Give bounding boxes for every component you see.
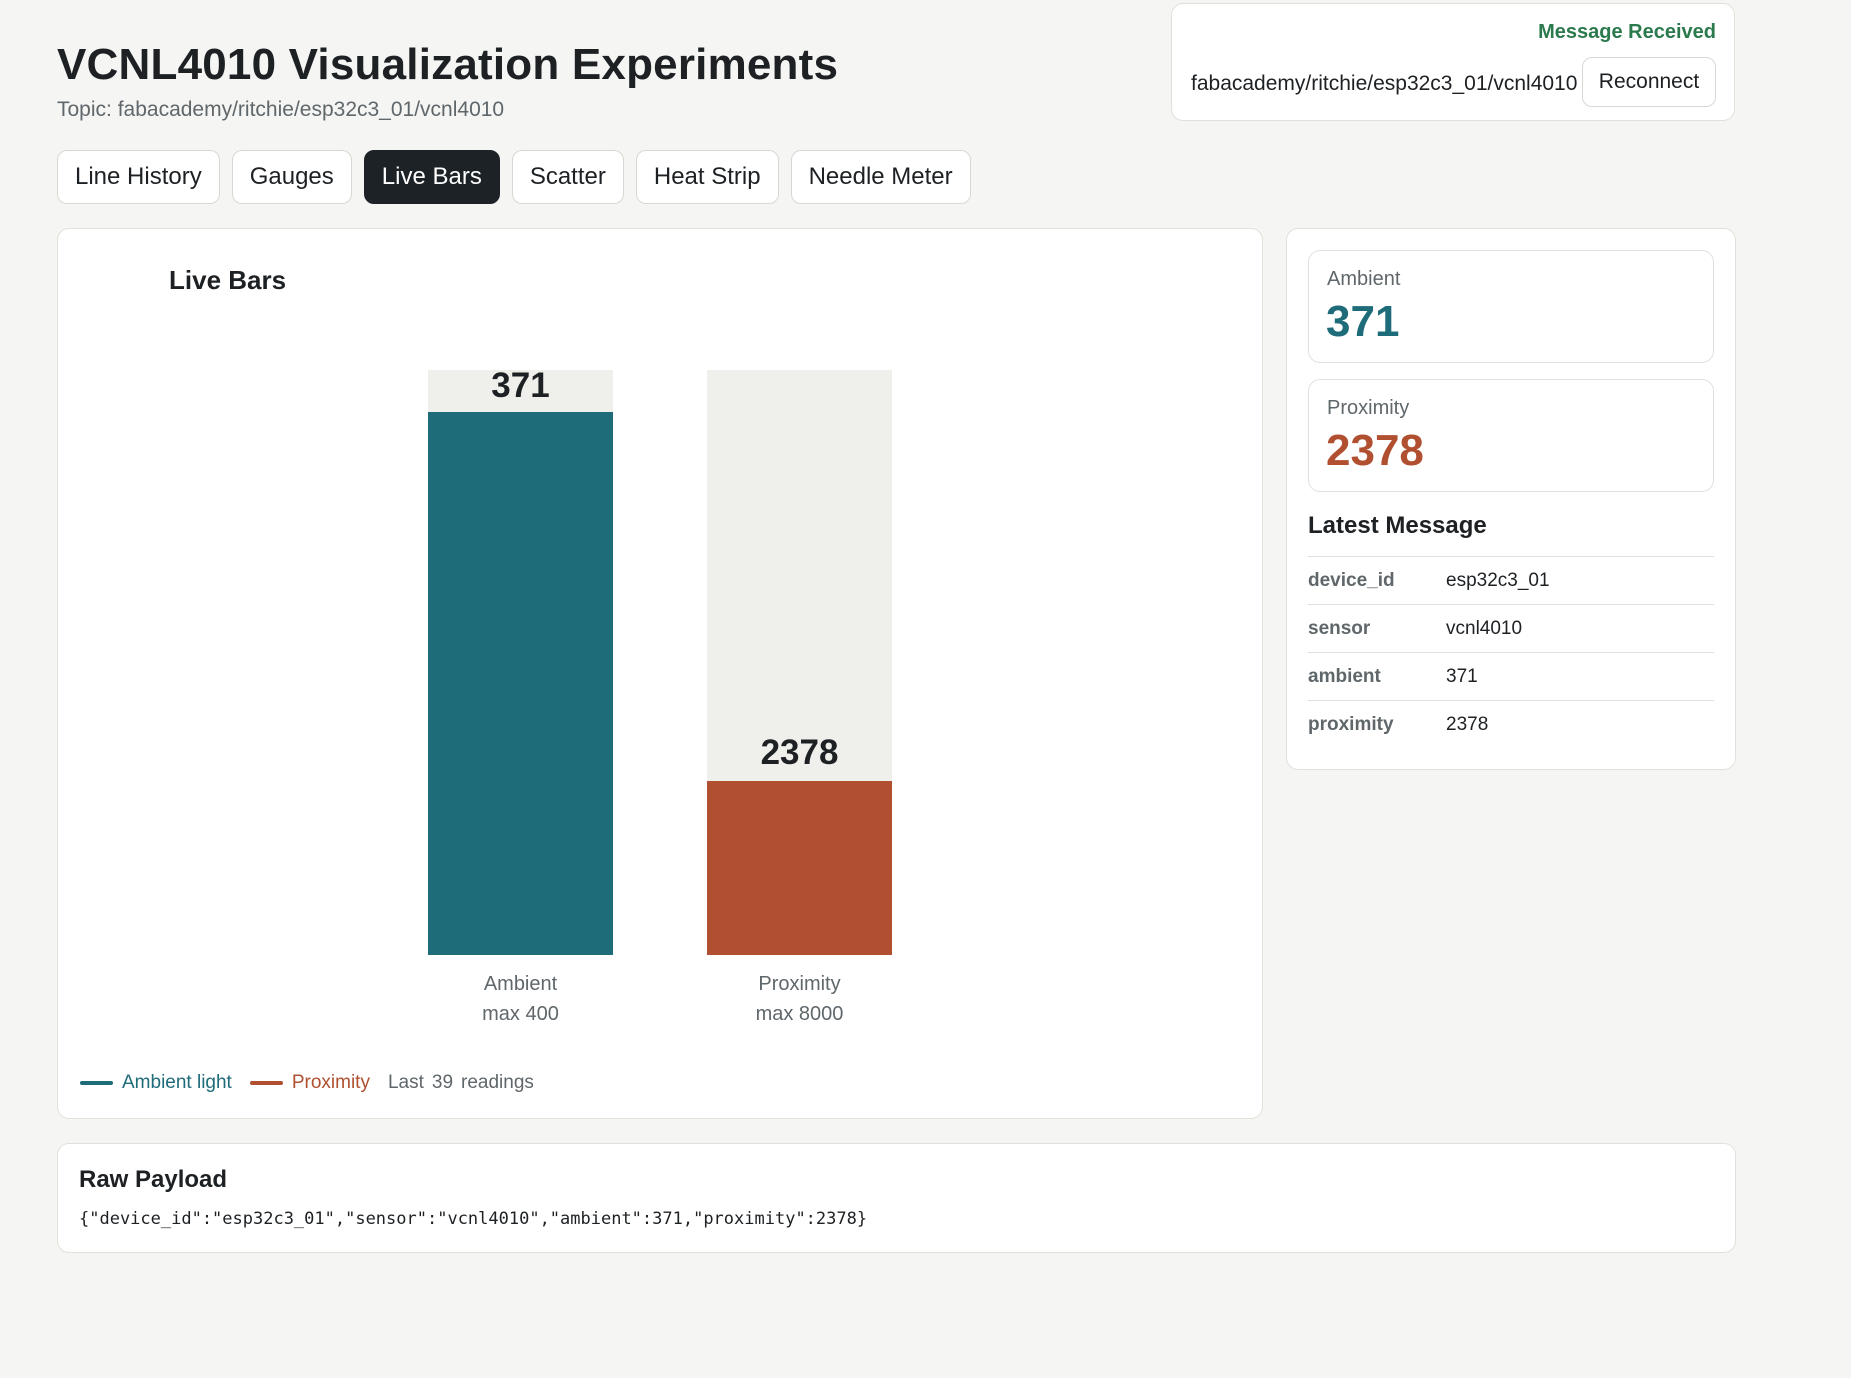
table-row: device_id esp32c3_01: [1308, 556, 1714, 604]
proximity-bar-label: Proximity max 8000: [707, 969, 892, 1029]
page-title: VCNL4010 Visualization Experiments: [57, 40, 839, 89]
row-value: 2378: [1446, 713, 1489, 735]
readings-prefix: Last: [387, 1072, 424, 1093]
chart-panel: Live Bars 371 Ambient max 400 2378 Proximity…: [57, 228, 1263, 1119]
proximity-metric-value: 2378: [1326, 426, 1424, 475]
sidebar-panel: Ambient 371 Proximity 2378 Latest Messag…: [1286, 228, 1736, 770]
table-row: proximity 2378: [1308, 700, 1714, 748]
row-value: esp32c3_01: [1446, 569, 1550, 591]
latest-message-title: Latest Message: [1308, 512, 1487, 539]
readings-count: 39: [431, 1072, 454, 1093]
row-key: proximity: [1308, 713, 1394, 735]
row-key: device_id: [1308, 569, 1395, 591]
proximity-metric-label: Proximity: [1327, 397, 1410, 419]
tab-needle-meter[interactable]: Needle Meter: [790, 150, 971, 204]
ambient-metric-card: Ambient 371: [1308, 250, 1714, 363]
ambient-legend-swatch: [80, 1081, 113, 1085]
connection-status-card: Message Received fabacademy/ritchie/esp3…: [1171, 3, 1735, 121]
raw-payload-panel: Raw Payload {"device_id":"esp32c3_01","s…: [57, 1143, 1736, 1253]
table-row: ambient 371: [1308, 652, 1714, 700]
proximity-category-label: Proximity: [758, 973, 841, 995]
ambient-max-label: max 400: [482, 1003, 559, 1025]
raw-payload-title: Raw Payload: [79, 1166, 228, 1193]
tab-live-bars[interactable]: Live Bars: [363, 150, 500, 204]
row-value: 371: [1446, 665, 1478, 687]
tab-gauges[interactable]: Gauges: [231, 150, 352, 204]
readings-suffix: readings: [461, 1072, 534, 1093]
row-key: ambient: [1308, 665, 1381, 687]
ambient-metric-value: 371: [1326, 297, 1400, 346]
proximity-legend-label: Proximity: [291, 1072, 370, 1093]
tab-heat-strip[interactable]: Heat Strip: [635, 150, 779, 204]
proximity-bar: [707, 781, 892, 955]
ambient-category-label: Ambient: [483, 973, 558, 995]
row-value: vcnl4010: [1446, 617, 1523, 639]
ambient-bar-label: Ambient max 400: [428, 969, 613, 1029]
chart-legend: Ambient light Proximity Last 39 readings: [80, 1072, 534, 1094]
ambient-legend-label: Ambient light: [122, 1072, 232, 1093]
tab-scatter[interactable]: Scatter: [511, 150, 624, 204]
topic-subtitle: Topic: fabacademy/ritchie/esp32c3_01/vcn…: [57, 98, 505, 121]
proximity-bar-track: 2378: [707, 370, 892, 955]
proximity-bar-value: 2378: [760, 733, 839, 772]
ambient-bar-track: 371: [428, 366, 613, 955]
ambient-bar: [428, 412, 613, 955]
proximity-legend-swatch: [249, 1081, 283, 1085]
status-text: Message Received: [1538, 21, 1716, 43]
reconnect-button[interactable]: Reconnect: [1582, 57, 1716, 107]
raw-payload-code: {"device_id":"esp32c3_01","sensor":"vcnl…: [79, 1209, 868, 1229]
tab-line-history[interactable]: Line History: [57, 150, 220, 204]
visualization-tabs: Line History Gauges Live Bars Scatter He…: [57, 150, 971, 204]
ambient-bar-value: 371: [491, 366, 550, 405]
status-topic: fabacademy/ritchie/esp32c3_01/vcnl4010: [1191, 72, 1578, 95]
table-row: sensor vcnl4010: [1308, 604, 1714, 652]
ambient-metric-label: Ambient: [1327, 268, 1401, 290]
proximity-metric-card: Proximity 2378: [1308, 379, 1714, 492]
proximity-max-label: max 8000: [755, 1003, 844, 1025]
row-key: sensor: [1308, 617, 1371, 639]
chart-title: Live Bars: [169, 265, 287, 295]
latest-message-table: device_id esp32c3_01 sensor vcnl4010 amb…: [1308, 556, 1714, 748]
